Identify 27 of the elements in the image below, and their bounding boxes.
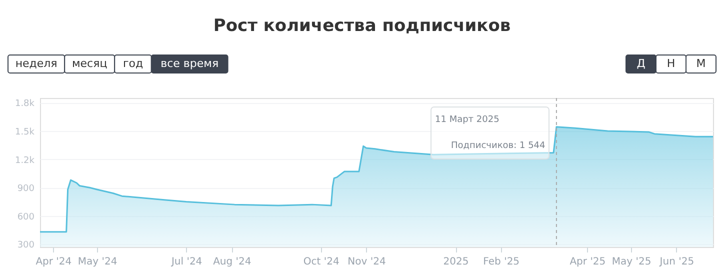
x-tick-label: Oct '24 (303, 256, 340, 268)
y-tick-label: 1.2k (14, 156, 36, 166)
x-tick-label: Nov '24 (348, 256, 386, 268)
x-tick-label: Apr '24 (36, 256, 72, 268)
x-tick-label: May '24 (78, 256, 118, 268)
annotation: 11 Март 2025 (435, 115, 500, 125)
y-tick-label: 1.8k (14, 99, 36, 110)
x-tick-label: Jul '24 (170, 256, 202, 268)
x-tick-label: May '25 (612, 256, 652, 268)
y-tick-label: 600 (17, 212, 35, 222)
y-tick-label: 300 (17, 240, 35, 251)
text: Д (636, 57, 646, 70)
text: М (696, 57, 706, 70)
text: месяц (72, 57, 108, 70)
y-tick-label: 900 (17, 184, 35, 194)
x-tick-label: Feb '25 (483, 256, 520, 268)
x-tick-label: 2025 (443, 256, 469, 268)
x-tick-label: Jun '25 (658, 256, 694, 268)
chart-title: Рост количества подписчиков (213, 16, 511, 36)
x-tick-label: Aug '24 (213, 256, 252, 268)
text: год (122, 57, 144, 70)
y-tick-label: 1.5k (14, 128, 36, 138)
text: Н (666, 57, 676, 70)
text: все время (160, 57, 219, 70)
text: неделя (15, 57, 58, 70)
x-tick-label: Apr '25 (570, 256, 606, 268)
annotation: Подписчиков: 1 544 (451, 141, 546, 151)
